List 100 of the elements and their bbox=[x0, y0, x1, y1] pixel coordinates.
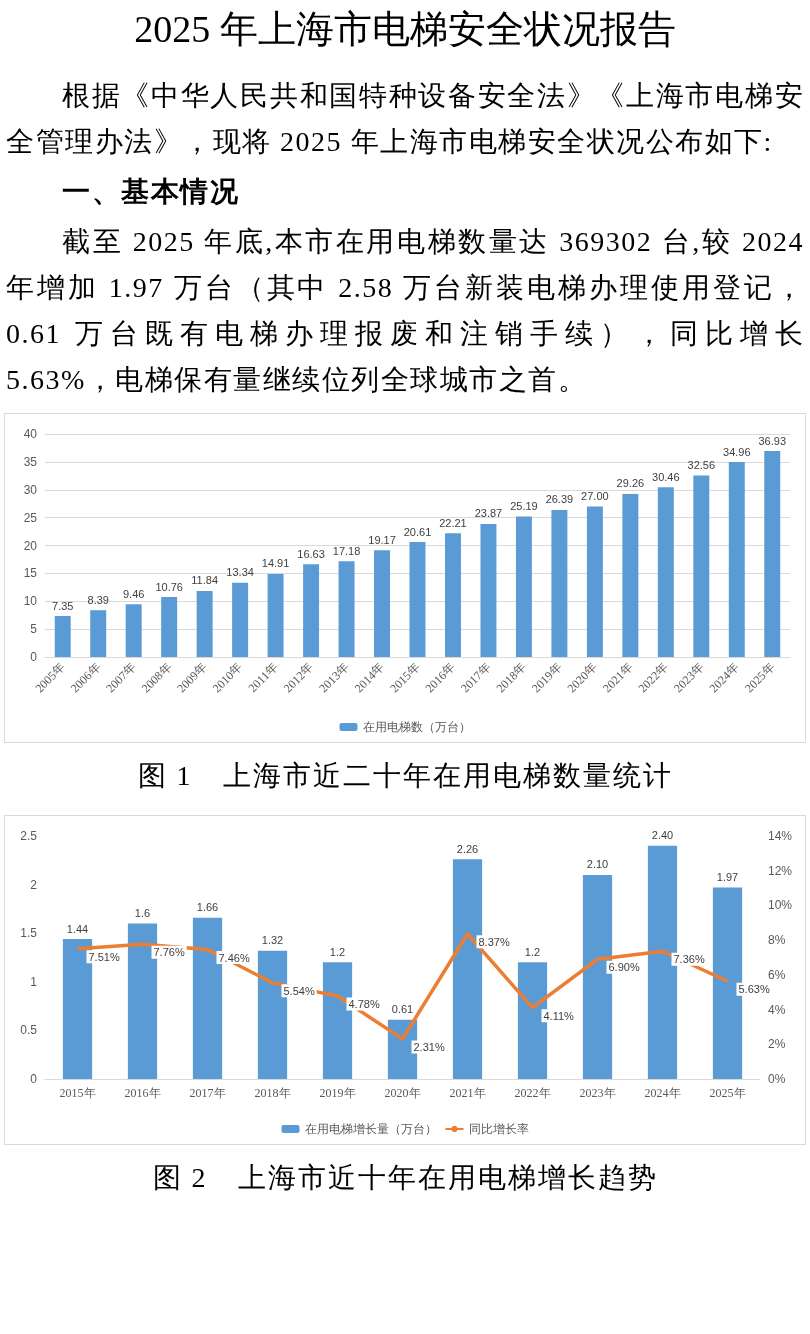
data-label: 23.87 bbox=[474, 507, 503, 520]
bar bbox=[54, 616, 71, 657]
data-label: 1.2 bbox=[524, 945, 541, 958]
data-label: 9.46 bbox=[122, 587, 145, 600]
y-tick-label: 15 bbox=[23, 566, 38, 581]
data-label: 1.6 bbox=[134, 906, 151, 919]
data-label: 1.32 bbox=[261, 934, 284, 947]
y-tick-label: 1 bbox=[30, 974, 38, 989]
bar bbox=[693, 475, 710, 657]
data-label: 10.76 bbox=[155, 580, 183, 593]
data-label: 16.63 bbox=[297, 547, 325, 560]
x-tick-label: 2023年 bbox=[579, 1086, 616, 1100]
bar bbox=[657, 487, 674, 657]
bar bbox=[764, 451, 781, 657]
data-label: 8.39 bbox=[87, 593, 109, 606]
data-label: 20.61 bbox=[403, 525, 432, 538]
data-label: 2.10 bbox=[586, 858, 609, 871]
data-label: 5.54% bbox=[283, 984, 315, 997]
x-tick-label: 2018年 bbox=[254, 1086, 291, 1100]
bar bbox=[515, 516, 532, 657]
bar bbox=[161, 597, 178, 657]
data-label: 1.97 bbox=[716, 871, 739, 884]
data-label: 11.84 bbox=[191, 574, 218, 587]
x-tick-label: 2019年 bbox=[319, 1086, 356, 1100]
x-tick-label: 2025年 bbox=[709, 1086, 746, 1100]
y-tick-label: 20 bbox=[23, 538, 38, 553]
legend-label: 同比增长率 bbox=[468, 1122, 529, 1136]
data-label: 1.66 bbox=[196, 901, 219, 914]
data-label: 32.56 bbox=[687, 458, 716, 471]
bar bbox=[622, 493, 639, 657]
data-label: 25.19 bbox=[510, 500, 538, 513]
y2-tick-label: 8% bbox=[768, 933, 786, 948]
legend-label: 在用电梯增长量（万台） bbox=[304, 1122, 437, 1136]
y2-tick-label: 6% bbox=[768, 967, 786, 982]
y2-tick-label: 12% bbox=[768, 863, 793, 878]
data-label: 4.78% bbox=[348, 998, 380, 1011]
data-label: 1.44 bbox=[66, 922, 89, 935]
x-tick-label: 2021年 bbox=[449, 1086, 486, 1100]
data-label: 7.35 bbox=[52, 599, 74, 612]
data-label: 2.40 bbox=[651, 829, 674, 842]
bar bbox=[125, 604, 142, 657]
y-tick-label: 10 bbox=[23, 594, 38, 609]
data-label: 36.93 bbox=[758, 434, 787, 447]
y-tick-label: 35 bbox=[23, 454, 38, 469]
bar bbox=[444, 533, 461, 657]
x-tick-label: 2017年 bbox=[189, 1086, 226, 1100]
text: 图 1 上海市近二十年在用电梯数量统计 bbox=[136, 759, 674, 793]
y2-tick-label: 0% bbox=[768, 1072, 786, 1086]
data-label: 14.91 bbox=[261, 557, 290, 570]
y-tick-label: 1.5 bbox=[20, 926, 38, 941]
y-tick-label: 2 bbox=[30, 877, 38, 892]
data-label: 2.26 bbox=[456, 842, 479, 855]
x-tick-label: 2015年 bbox=[59, 1086, 96, 1100]
text: 一、基本情况 bbox=[61, 175, 240, 209]
legend-label: 在用电梯数（万台） bbox=[362, 720, 471, 734]
bar bbox=[551, 509, 568, 657]
bar bbox=[586, 506, 603, 657]
chart-title: 2025 年上海市电梯安全状况报告 bbox=[133, 7, 677, 52]
data-label: 6.90% bbox=[608, 961, 640, 974]
y-tick-label: 0 bbox=[30, 650, 38, 664]
data-label: 19.17 bbox=[368, 533, 396, 546]
x-tick-label: 2022年 bbox=[514, 1086, 551, 1100]
bar bbox=[338, 561, 355, 657]
y2-tick-label: 4% bbox=[768, 1002, 786, 1017]
data-label: 26.39 bbox=[545, 493, 574, 506]
data-label: 22.21 bbox=[439, 516, 467, 529]
bar bbox=[196, 590, 213, 657]
data-label: 8.37% bbox=[478, 935, 510, 948]
data-label: 0.61 bbox=[391, 1003, 414, 1016]
data-label: 7.36% bbox=[673, 953, 705, 966]
x-tick-label: 2016年 bbox=[124, 1086, 161, 1100]
x-tick-label: 2020年 bbox=[384, 1086, 421, 1100]
data-label: 13.34 bbox=[226, 566, 254, 579]
bar bbox=[480, 523, 497, 657]
data-label: 30.46 bbox=[652, 470, 680, 483]
data-label: 5.63% bbox=[738, 983, 770, 996]
y-tick-label: 25 bbox=[23, 510, 38, 525]
bar bbox=[90, 610, 107, 657]
bar bbox=[232, 582, 249, 657]
bar bbox=[267, 573, 284, 657]
data-label: 7.51% bbox=[88, 950, 120, 963]
data-label: 7.76% bbox=[153, 946, 185, 959]
y-tick-label: 30 bbox=[23, 482, 38, 497]
y-tick-label: 5 bbox=[30, 622, 38, 637]
y-tick-label: 0 bbox=[30, 1072, 38, 1086]
x-tick-label: 2024年 bbox=[644, 1086, 681, 1100]
bar bbox=[728, 462, 745, 657]
y2-tick-label: 14% bbox=[768, 829, 793, 843]
data-label: 34.96 bbox=[723, 445, 751, 458]
data-label: 29.26 bbox=[616, 477, 645, 490]
bar bbox=[374, 550, 391, 657]
data-label: 4.11% bbox=[543, 1009, 575, 1022]
y-tick-label: 0.5 bbox=[20, 1023, 38, 1038]
y-tick-label: 40 bbox=[23, 427, 38, 441]
text: 根据《中华人民共和国特种设备安全法》《上海市电梯安全管理办法》，现将 2025 年上海市电梯安全状况公布如下: bbox=[5, 79, 805, 159]
bar bbox=[303, 564, 320, 657]
data-label: 27.00 bbox=[581, 489, 609, 502]
data-label: 2.31% bbox=[413, 1040, 445, 1053]
data-label: 1.2 bbox=[329, 945, 346, 958]
text: 截至 2025 年底,本市在用电梯数量达 369302 台,较 2024 年增加 1.97 万台（其中 2.58 万台新装电梯办理使用登记，0.61 万台既有电梯办理报废和注销手续），同比增长 5.63%，电梯保有量继续位列全球城市之首。 bbox=[5, 225, 805, 397]
